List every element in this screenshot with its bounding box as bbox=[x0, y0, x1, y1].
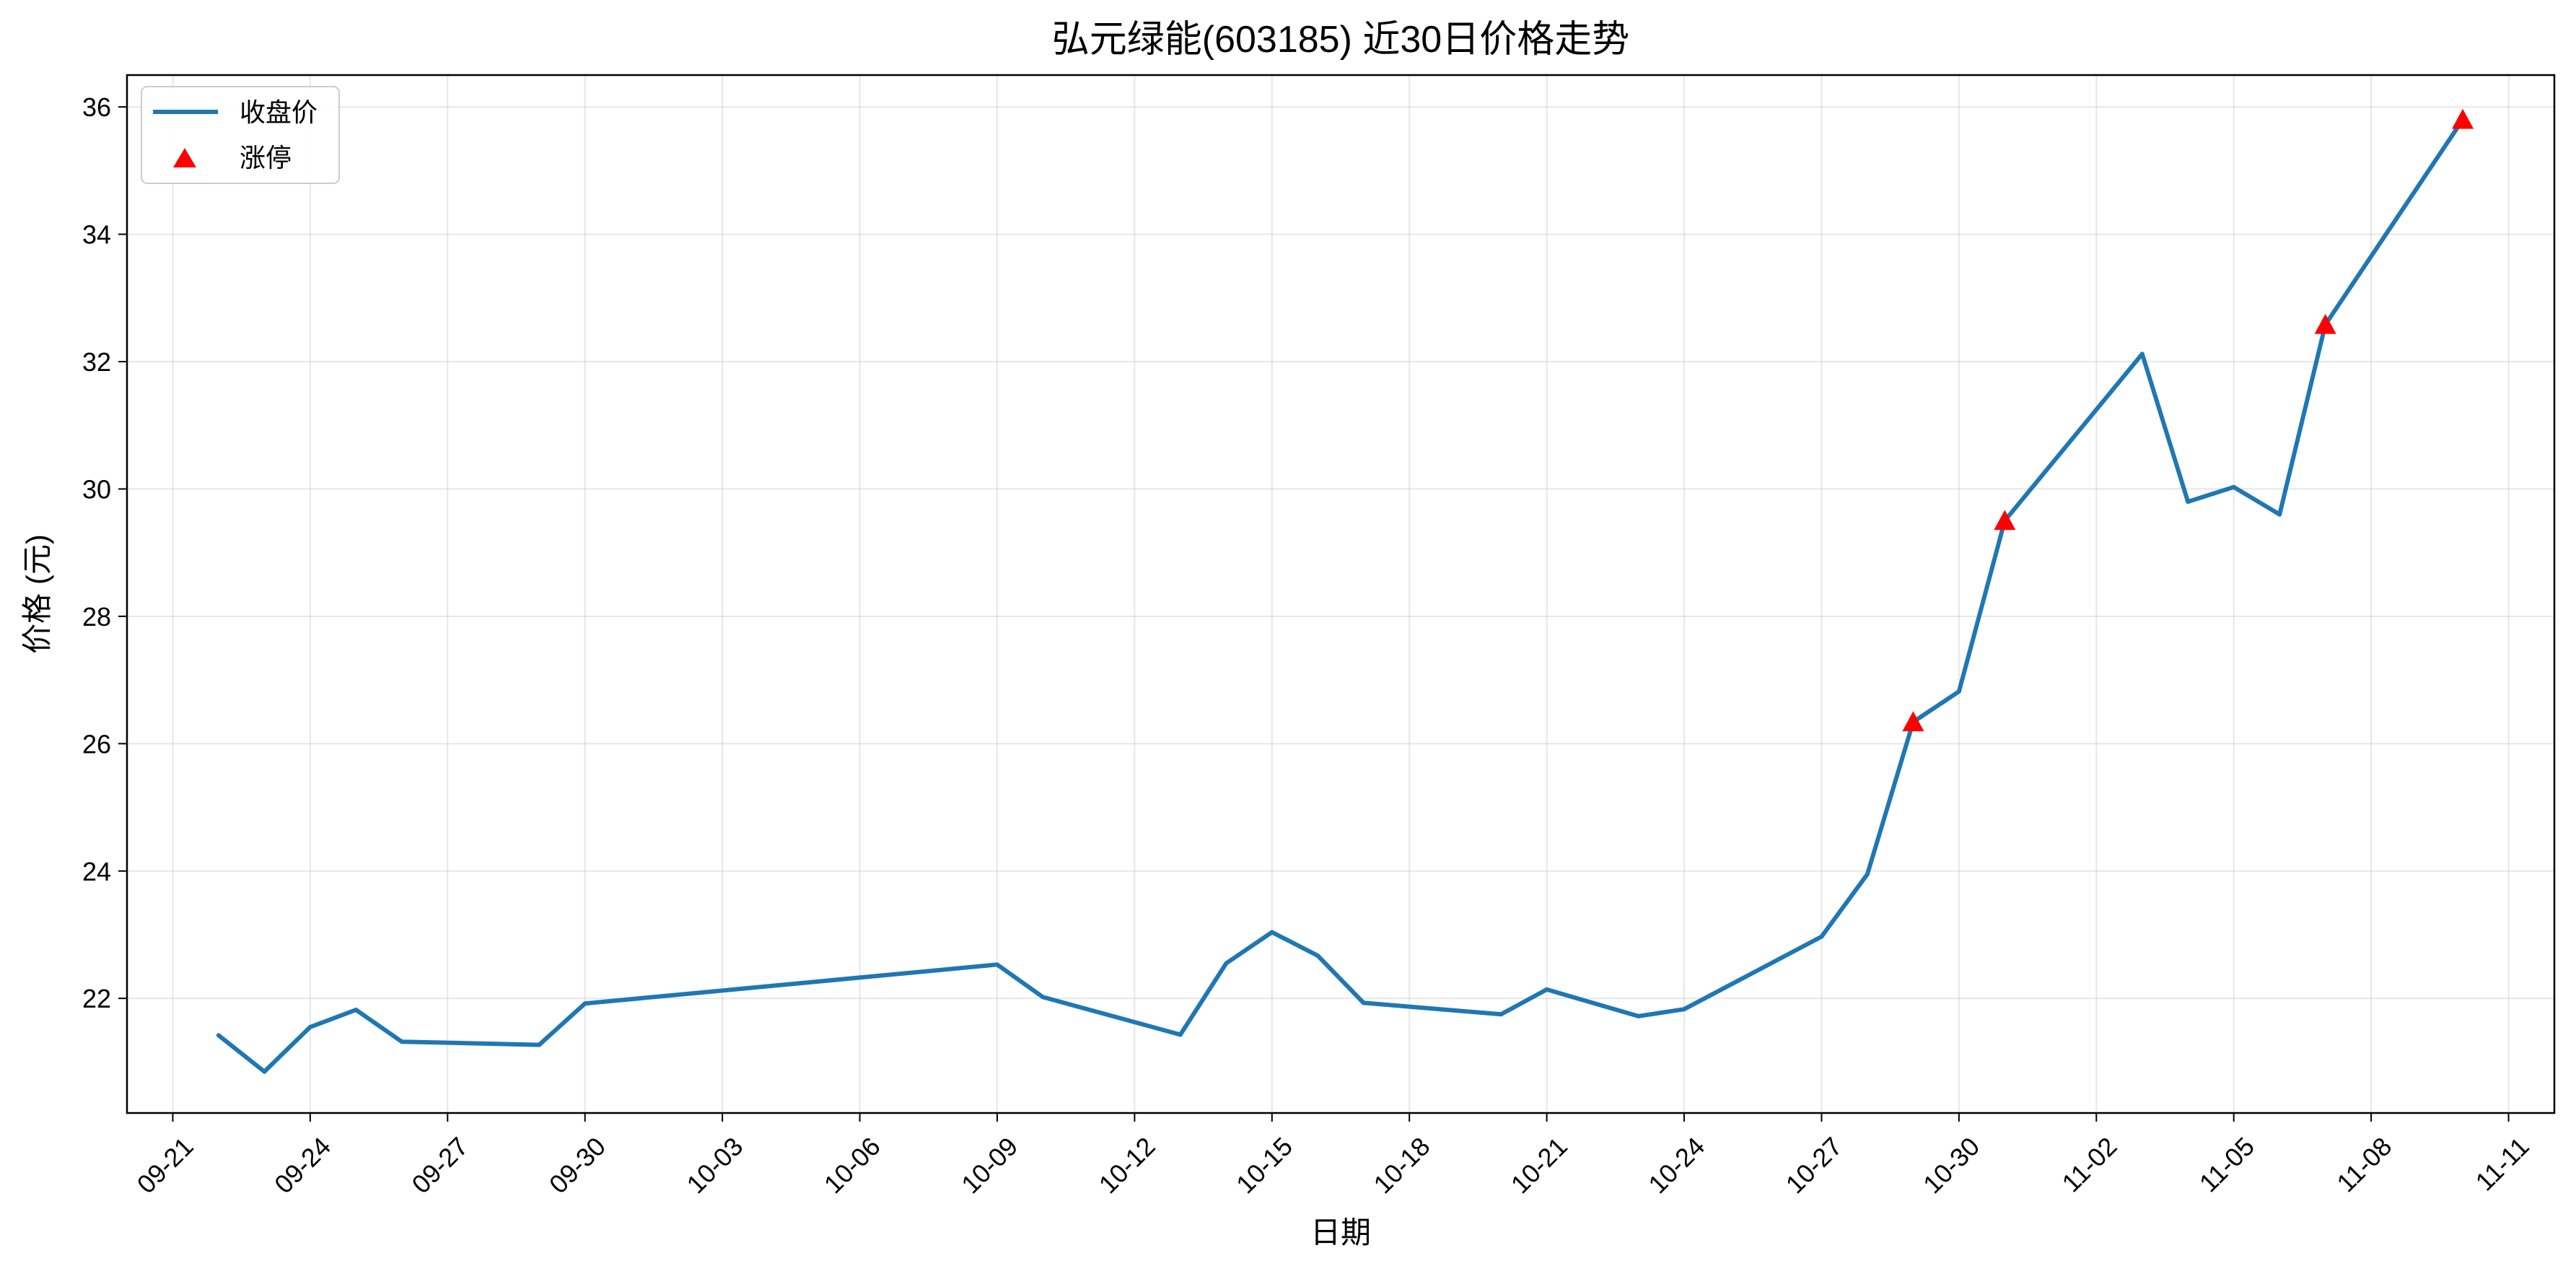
close-price-point bbox=[582, 1001, 587, 1006]
close-price-point bbox=[1315, 953, 1320, 959]
y-tick-label: 28 bbox=[82, 602, 111, 632]
limit-up-marker bbox=[1994, 510, 2016, 531]
y-tick-label: 22 bbox=[82, 984, 111, 1013]
limit-up-marker bbox=[1902, 711, 1924, 732]
close-price-point bbox=[1178, 1032, 1183, 1037]
close-price-point bbox=[1865, 872, 1870, 877]
y-tick-label: 24 bbox=[82, 857, 111, 886]
series-layer bbox=[216, 108, 2474, 1074]
grid-layer bbox=[127, 75, 2554, 1113]
legend-label-limit-up: 涨停 bbox=[240, 143, 292, 173]
close-price-point bbox=[399, 1039, 404, 1044]
legend-triangle-swatch bbox=[173, 148, 196, 167]
limit-up-marker bbox=[2452, 108, 2474, 129]
legend-label-close-price: 收盘价 bbox=[240, 97, 317, 127]
legend: 收盘价 涨停 bbox=[141, 86, 340, 184]
close-price-point bbox=[994, 962, 999, 967]
close-price-point bbox=[1636, 1013, 1641, 1018]
plot-frame bbox=[126, 74, 2556, 1114]
close-price-point bbox=[1224, 961, 1229, 966]
close-price-point bbox=[1041, 995, 1046, 1000]
y-tick-label: 36 bbox=[82, 92, 111, 122]
y-axis-title: 价格 (元) bbox=[20, 534, 54, 654]
close-price-point bbox=[1499, 1012, 1504, 1017]
close-price-point bbox=[1956, 689, 1961, 694]
chart-title: 弘元绿能(603185) 近30日价格走势 bbox=[1052, 19, 1629, 61]
close-price-point bbox=[2231, 484, 2236, 489]
close-price-point bbox=[216, 1033, 221, 1038]
close-price-point bbox=[1269, 930, 1274, 935]
close-price-point bbox=[1361, 1000, 1366, 1005]
y-tick-label: 34 bbox=[82, 220, 111, 250]
close-price-point bbox=[354, 1008, 359, 1013]
close-price-point bbox=[1819, 934, 1824, 939]
close-price-point bbox=[2186, 499, 2191, 505]
close-price-point bbox=[537, 1042, 542, 1047]
y-tick-label: 30 bbox=[82, 474, 111, 504]
close-price-point bbox=[2139, 352, 2145, 357]
limit-up-marker bbox=[2314, 313, 2336, 334]
close-price-point bbox=[2277, 512, 2282, 517]
close-price-point bbox=[262, 1069, 267, 1074]
x-axis-title: 日期 bbox=[1310, 1215, 1371, 1249]
close-price-point bbox=[307, 1024, 312, 1029]
y-tick-label: 26 bbox=[82, 729, 111, 759]
close-price-point bbox=[1544, 987, 1549, 992]
close-price-point bbox=[1682, 1007, 1687, 1012]
y-tick-label: 32 bbox=[82, 347, 111, 377]
